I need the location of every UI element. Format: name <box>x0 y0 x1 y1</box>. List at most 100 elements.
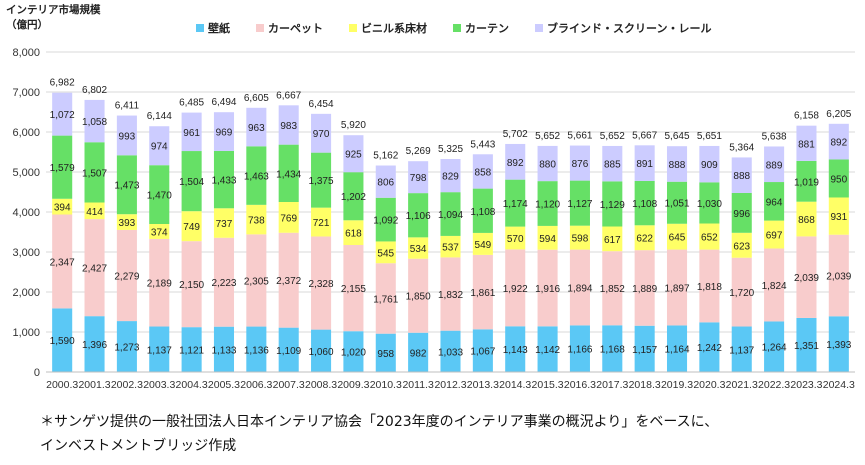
x-tick-label: 2015.3 <box>532 379 564 391</box>
legend-item-wallpaper: 壁紙 <box>196 20 230 36</box>
data-label: 1,164 <box>665 345 690 356</box>
bar-segment <box>796 236 817 318</box>
data-label: 1,033 <box>438 347 463 358</box>
bar-segment <box>666 181 688 224</box>
data-label: 2,189 <box>147 279 172 290</box>
bar-segment <box>213 237 235 327</box>
data-label: 880 <box>539 160 556 171</box>
bar-segment <box>764 146 785 183</box>
data-label: 652 <box>701 233 718 244</box>
legend: 壁紙 カーペット ビニル系床材 カーテン ブラインド・スクリーン・レール <box>196 20 711 36</box>
total-label: 5,645 <box>665 131 690 142</box>
data-label: 1,067 <box>470 347 495 358</box>
bar-segment <box>149 224 170 239</box>
y-tick-label: 0 <box>34 367 40 379</box>
bar-segment <box>116 321 137 372</box>
data-label: 1,109 <box>276 346 301 357</box>
bar-segment <box>52 308 73 372</box>
bar-segment <box>375 333 396 372</box>
data-label: 993 <box>119 131 136 142</box>
bar-segment <box>731 232 752 258</box>
chart-area: インテリア市場規模 （億円） 壁紙 カーペット ビニル系床材 カーテン ブライン… <box>6 4 855 391</box>
legend-item-vinyl-flooring: ビニル系床材 <box>349 20 427 36</box>
bar-segment <box>149 126 170 166</box>
data-label: 1,108 <box>632 199 657 210</box>
x-tick-label: 2016.3 <box>564 379 596 391</box>
total-label: 6,485 <box>179 98 204 109</box>
bar-segment <box>116 155 137 215</box>
y-tick-label: 2,000 <box>12 287 40 299</box>
bar-segment <box>537 181 558 226</box>
data-label: 806 <box>377 178 394 189</box>
data-label: 1,504 <box>179 177 204 188</box>
data-label: 414 <box>86 207 103 218</box>
bar-segment <box>505 179 526 227</box>
total-label: 6,802 <box>82 85 107 96</box>
data-label: 1,832 <box>438 290 463 301</box>
bar-segment <box>246 146 267 205</box>
bar-segment <box>278 105 299 145</box>
data-label: 534 <box>410 244 427 255</box>
data-label: 1,127 <box>567 199 592 210</box>
bar-segment <box>472 188 493 233</box>
bar-segment <box>731 192 752 233</box>
bar-segment <box>764 182 785 221</box>
data-label: 1,136 <box>244 345 269 356</box>
bar-segment <box>181 211 202 242</box>
bar-segment <box>149 238 170 327</box>
x-tick-label: 2023.3 <box>790 379 822 391</box>
total-label: 5,702 <box>503 129 528 140</box>
total-label: 5,638 <box>762 131 787 142</box>
bar-segment <box>699 182 720 224</box>
x-tick-label: 2005.3 <box>208 379 240 391</box>
bar-segment <box>278 202 299 233</box>
bar-segment <box>116 229 137 322</box>
data-label: 1,051 <box>665 199 690 210</box>
data-label: 1,463 <box>244 172 269 183</box>
legend-swatch <box>196 24 204 32</box>
bar-segment <box>666 249 688 326</box>
data-label: 2,427 <box>82 264 107 275</box>
data-label: 983 <box>280 121 297 132</box>
data-label: 1,861 <box>470 288 495 299</box>
total-label: 6,158 <box>794 111 819 122</box>
y-tick-label: 1,000 <box>12 327 40 339</box>
bar-segment <box>311 113 332 153</box>
data-label: 2,150 <box>179 280 204 291</box>
y-tick-label: 3,000 <box>12 247 40 259</box>
data-label: 1,818 <box>697 282 722 293</box>
legend-swatch <box>535 24 543 32</box>
total-label: 5,364 <box>729 142 754 153</box>
data-label: 1,092 <box>373 216 398 227</box>
data-label: 1,579 <box>50 163 75 174</box>
x-tick-label: 2018.3 <box>629 379 661 391</box>
total-label: 6,205 <box>826 109 851 120</box>
data-label: 1,393 <box>826 340 851 351</box>
data-label: 1,166 <box>567 345 592 356</box>
bar-segment <box>375 263 396 334</box>
bar-segment <box>634 325 655 372</box>
bar-segment <box>440 235 461 258</box>
bar-segment <box>246 234 267 327</box>
y-tick-label: 7,000 <box>12 87 40 99</box>
total-label: 6,982 <box>50 78 75 89</box>
total-label: 5,269 <box>406 146 431 157</box>
bar-segment <box>181 241 202 328</box>
bar-segment <box>764 220 785 249</box>
data-label: 1,072 <box>50 110 75 121</box>
data-label: 1,202 <box>341 192 366 203</box>
bar-segment <box>84 219 105 317</box>
data-label: 1,264 <box>762 343 787 354</box>
bar-segment <box>343 220 364 245</box>
bar-segment <box>52 92 73 136</box>
total-label: 5,652 <box>535 131 560 142</box>
bar-segment <box>278 327 299 372</box>
data-label: 1,242 <box>697 343 722 354</box>
data-label: 394 <box>54 203 71 214</box>
data-label: 545 <box>377 248 394 259</box>
bar-segment <box>246 204 267 235</box>
data-label: 931 <box>830 212 847 223</box>
legend-label: 壁紙 <box>208 22 230 35</box>
data-label: 2,039 <box>826 272 851 283</box>
bar-segment <box>537 145 558 182</box>
